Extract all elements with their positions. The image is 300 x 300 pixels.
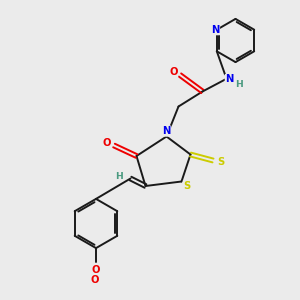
Text: O: O	[92, 265, 100, 275]
Text: S: S	[183, 181, 190, 191]
Text: H: H	[236, 80, 243, 89]
Text: O: O	[169, 67, 178, 77]
Text: N: N	[225, 74, 234, 85]
Text: N: N	[211, 25, 220, 35]
Text: H: H	[115, 172, 123, 181]
Text: O: O	[90, 275, 99, 285]
Text: O: O	[102, 137, 111, 148]
Text: N: N	[162, 126, 171, 136]
Text: S: S	[217, 157, 224, 167]
